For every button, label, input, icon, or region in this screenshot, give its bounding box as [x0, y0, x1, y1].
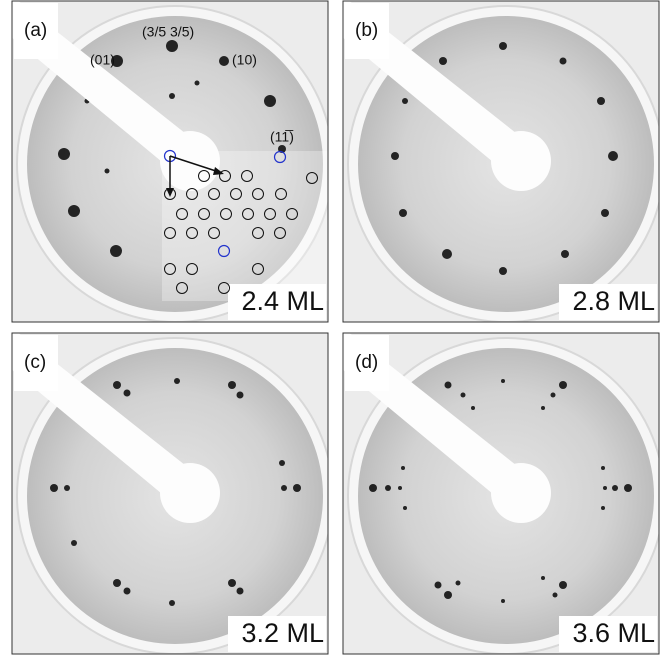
spot — [166, 40, 178, 52]
spot — [58, 148, 70, 160]
spot — [228, 579, 236, 587]
spot — [105, 169, 110, 174]
spot — [456, 581, 461, 586]
spot — [499, 42, 507, 50]
spot — [559, 381, 567, 389]
spot — [553, 593, 558, 598]
spot — [174, 378, 180, 384]
spot — [471, 406, 475, 410]
coverage-label: 3.6 ML — [572, 618, 655, 648]
panel-label: (c) — [24, 352, 46, 373]
spot — [110, 245, 122, 257]
spot — [597, 97, 605, 105]
panel-a: (a) 2.4 ML (01) (3/5 3/5) (10) (11̅) — [0, 0, 333, 322]
spot-index: (01) — [90, 52, 115, 68]
spot — [559, 581, 567, 589]
spot — [391, 152, 399, 160]
coverage-label: 3.2 ML — [241, 618, 324, 648]
spot — [169, 93, 175, 99]
spot — [50, 484, 58, 492]
panel-d: (d) 3.6 ML — [323, 328, 664, 654]
panel-b: (b) 2.8 ML — [323, 0, 664, 322]
spot — [399, 209, 407, 217]
spot — [444, 591, 452, 599]
spot — [228, 381, 236, 389]
panel-label: (b) — [355, 20, 378, 41]
spot — [601, 209, 609, 217]
spot — [442, 249, 452, 259]
spot — [264, 95, 276, 107]
spot — [219, 56, 229, 66]
spot — [401, 466, 405, 470]
panel-label: (d) — [355, 352, 378, 373]
spot — [624, 484, 632, 492]
spot — [279, 460, 285, 466]
spot — [501, 599, 505, 603]
spot — [169, 600, 175, 606]
spot-index: (10) — [232, 52, 257, 68]
spot — [551, 393, 556, 398]
spot — [68, 205, 80, 217]
spot — [601, 506, 605, 510]
spot — [398, 486, 402, 490]
spot — [402, 98, 408, 104]
spot — [541, 576, 545, 580]
panel-label: (a) — [24, 20, 47, 41]
spot — [541, 406, 545, 410]
spot — [385, 485, 391, 491]
figure: (a) 2.4 ML (01) (3/5 3/5) (10) (11̅) (b) 2.8 M… — [0, 0, 670, 656]
spot — [113, 579, 121, 587]
spot — [608, 151, 618, 161]
spot — [435, 582, 442, 589]
spot-index: (11̅) — [270, 129, 294, 145]
spot — [499, 267, 507, 275]
spot — [612, 485, 618, 491]
sample-holder-hub — [491, 463, 551, 523]
spot — [461, 393, 466, 398]
sample-holder-hub — [491, 131, 551, 191]
spot-index: (3/5 3/5) — [142, 24, 194, 40]
spot — [113, 381, 121, 389]
coverage-label: 2.4 ML — [241, 286, 324, 316]
panel-c: (c) 3.2 ML — [0, 328, 333, 654]
spot — [237, 588, 244, 595]
spot — [403, 506, 407, 510]
spot — [369, 484, 377, 492]
spot — [439, 57, 447, 65]
spot — [195, 81, 200, 86]
spot — [603, 486, 607, 490]
spot — [501, 379, 505, 383]
spot — [601, 466, 605, 470]
spot — [445, 382, 452, 389]
sample-holder-hub — [160, 463, 220, 523]
spot — [293, 484, 301, 492]
spot — [124, 390, 131, 397]
spot — [560, 58, 567, 65]
coverage-label: 2.8 ML — [572, 286, 655, 316]
spot — [124, 588, 131, 595]
spot — [237, 392, 244, 399]
spot — [281, 485, 287, 491]
spot — [71, 540, 77, 546]
spot — [64, 485, 70, 491]
spot — [561, 250, 569, 258]
